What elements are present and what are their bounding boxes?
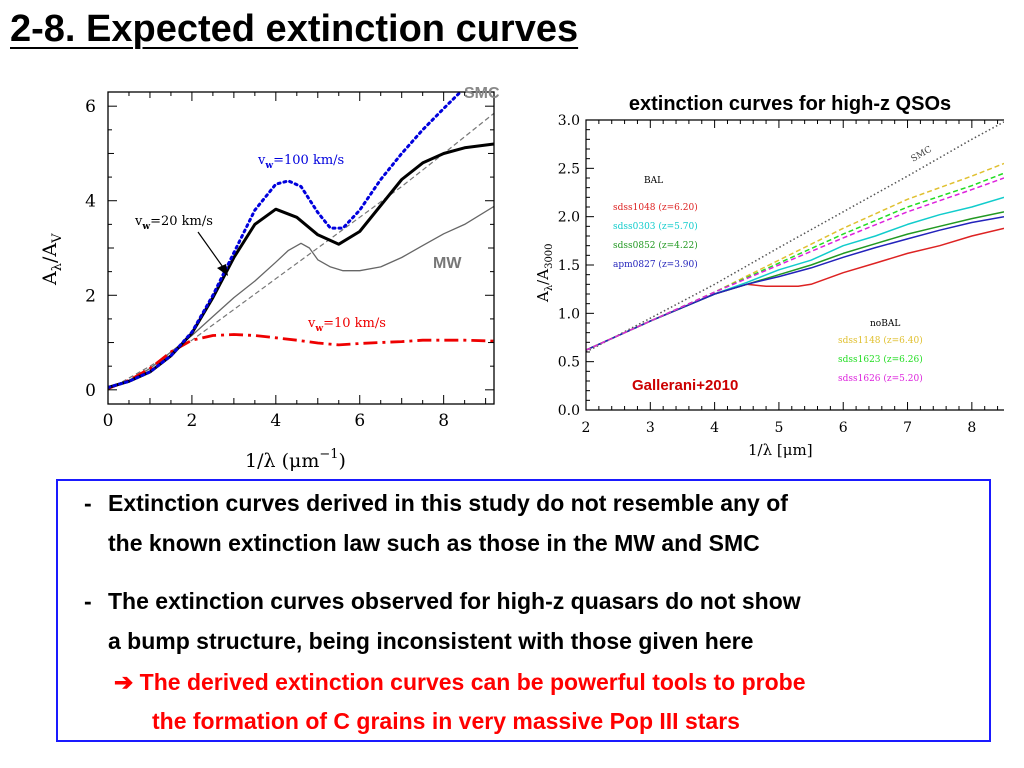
right-ytick-label: 1.0 [558,306,580,322]
right-xtick-label: 2 [582,420,591,436]
left-series-v-w-10-km-s [108,333,494,390]
vw20-arrow-line [197,231,226,271]
label-vw100: vw=100 km/s [257,153,344,171]
bullet-2-dash: - [84,588,92,614]
right-series-sdss0852-z-4-22 [586,211,1004,351]
right-xtick-label: 8 [967,420,976,436]
left-xtick-label: 0 [103,411,114,431]
left-series-smc [108,112,494,391]
label-right-smc: SMC [910,145,934,165]
label-vw10: vw=10 km/s [307,316,386,334]
left-ytick-label: 4 [85,192,96,212]
left-series-v-w-100-km-s [108,92,462,389]
citation: Gallerani+2010 [632,377,738,394]
right-ytick-label: 0.0 [558,403,580,419]
right-ytick-label: 2.0 [558,210,580,226]
bullet-2: - The extinction curves observed for high… [84,583,801,620]
right-ytick-label: 2.5 [558,161,580,177]
left-ytick-label: 0 [85,381,96,401]
left-ytick-label: 6 [85,97,96,117]
conclusion-text-1: The derived extinction curves can be pow… [139,669,806,695]
legend-apm0827-z-3-90: apm0827 (z=3.90) [613,259,698,270]
right-series-smc [586,121,1004,353]
left-xtick-label: 4 [270,411,281,431]
bullet-1-cont: the known extinction law such as those i… [108,530,760,556]
label-mw: MW [433,255,462,272]
left-xlabel: 1/λ (μm−1) [245,447,346,472]
slide-title: 2-8. Expected extinction curves [10,8,579,50]
label-smc: SMC [464,85,500,102]
left-ytick-label: 2 [85,286,96,306]
right-series-apm0827-z-3-90 [586,215,1004,351]
label-vw20: vw=20 km/s [134,214,213,232]
arrow-icon: ➔ [114,669,134,695]
right-xtick-label: 4 [710,420,719,436]
legend-sdss1048-z-6-20: sdss1048 (z=6.20) [613,202,698,213]
legend-sdss0303-z-5-70: sdss0303 (z=5.70) [613,221,698,232]
right-xtick-label: 3 [646,420,655,436]
conclusion-line-1: ➔ The derived extinction curves can be p… [114,664,806,701]
bullet-1-line1: Extinction curves derived in this study … [108,490,788,516]
right-chart-title: extinction curves for high-z QSOs [629,93,951,115]
right-xtick-label: 5 [774,420,783,436]
chart-expected-extinction: 0 2 4 6 8 0 2 4 6 1/λ (μm−1) Aλ/AV vw=100 km/s v… [39,85,500,472]
right-ytick-label: 3.0 [558,113,580,129]
right-xtick-label: 7 [903,420,912,436]
chart-highz-qso-extinction: extinction curves for high-z QSOs 2 3 4 5 6 7… [534,93,1004,459]
legend-sdss1626-z-5-20: sdss1626 (z=5.20) [838,373,923,384]
right-ylabel: Aλ/A3000 [534,243,555,303]
conclusion-line-2: the formation of C grains in very massiv… [152,708,740,734]
bullet-2-cont: a bump structure, being inconsistent wit… [108,628,754,654]
bullet-2-line1: The extinction curves observed for high-… [108,588,801,614]
left-xtick-label: 2 [186,411,197,431]
bullet-1: - Extinction curves derived in this study… [84,485,788,522]
left-xtick-label: 6 [354,411,365,431]
legend-sdss1148-z-6-40: sdss1148 (z=6.40) [838,335,923,346]
right-xtick-label: 6 [839,420,848,436]
bullet-1-dash: - [84,490,92,516]
right-ytick-label: 0.5 [558,355,580,371]
legend-sdss1623-z-6-26: sdss1623 (z=6.26) [838,354,923,365]
label-nobal: noBAL [870,319,900,329]
legend-sdss0852-z-4-22: sdss0852 (z=4.22) [613,240,698,251]
right-series-sdss0303-z-5-70 [586,196,1004,351]
left-xtick-label: 8 [438,411,449,431]
right-xlabel: 1/λ [μm] [748,441,813,459]
label-bal: BAL [644,176,663,186]
right-series-sdss1626-z-5-20 [586,177,1004,351]
right-ytick-label: 1.5 [558,258,580,274]
vw20-arrowhead [217,264,228,276]
conclusions-box: - Extinction curves derived in this study… [56,479,991,742]
left-ylabel: Aλ/AV [39,233,65,286]
